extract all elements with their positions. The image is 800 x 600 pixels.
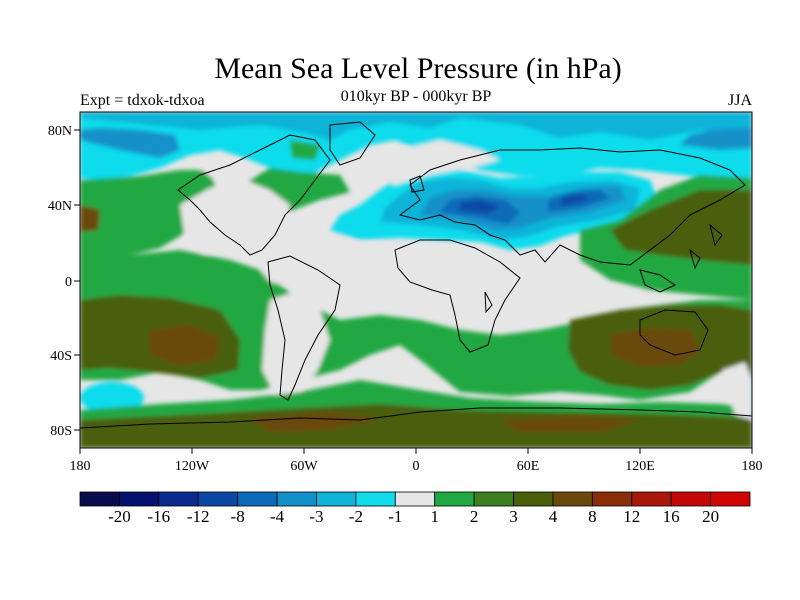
lon-tick-label: 180 [70,459,91,474]
colorbar-swatch [276,491,317,507]
coast-africa [394,239,521,353]
colorbar-swatch [591,491,633,507]
contour-north-pacific-green [80,170,220,258]
colorbar-swatch [513,491,554,507]
colorbar-label: -16 [147,507,170,526]
colorbar-swatch [434,491,475,507]
colorbar-label: -20 [108,507,131,526]
colorbar-swatch [473,491,514,507]
chart-subtitle: 010kyr BP - 000kyr BP [340,88,492,105]
colorbar-label: 20 [702,507,719,526]
lat-tick-label: 80S [50,424,72,439]
colorbar-swatch [394,491,436,507]
lon-tick-label: 180 [742,459,763,474]
coast-islands [409,175,723,314]
colorbar-swatch [237,491,278,507]
contour-se-pacific-cyan [80,382,144,414]
coast-australia [639,309,709,356]
colorbar-swatch [355,491,396,507]
contour-arctic-blue [80,128,752,158]
lat-tick-label: 80N [48,124,72,139]
colorbar-swatch [552,491,593,507]
colorbar-label: -3 [309,507,323,526]
latitude-ticks: 80N 40N 0 40S 80S [48,124,80,439]
lon-tick-label: 60E [517,459,540,474]
colorbar-label: -8 [231,507,245,526]
colorbar-label: -12 [187,507,210,526]
lon-tick-label: 60W [290,459,318,474]
contour-gray-tropical [260,240,590,320]
chart-title: Mean Sea Level Pressure (in hPa) [214,52,622,85]
coast-greenland [329,121,376,166]
contour-green-atlantic [290,140,430,300]
colorbar: -20 -16 -12 -8 -4 -3 -2 -1 1 2 3 4 8 12 16 20 [79,491,751,526]
lon-tick-label: 0 [413,459,420,474]
lon-tick-label: 120W [175,459,210,474]
contour-darkbrown-antarctic [250,412,640,432]
lat-tick-label: 0 [65,275,72,290]
longitude-ticks: 180 120W 60W 0 60E 120E 180 [70,448,763,474]
colorbar-label: -2 [349,507,363,526]
colorbar-label: 12 [623,507,640,526]
lat-tick-label: 40N [48,199,72,214]
colorbar-swatch [316,491,357,507]
lon-tick-label: 120E [625,459,655,474]
coast-antarctica [80,407,752,429]
contour-gray-southeast [722,362,752,420]
contour-arctic-teal [80,112,752,140]
colorbar-label: -4 [270,507,285,526]
colorbar-swatch [710,491,751,507]
contour-eurasia-core [458,194,590,214]
colorbar-label: 2 [470,507,479,526]
contour-gray-north-america [180,178,290,255]
colorbar-label: 1 [430,507,439,526]
colorbar-label: 8 [588,507,597,526]
colorbar-label: 3 [509,507,518,526]
pressure-field [80,112,752,448]
colorbar-label: 4 [549,507,558,526]
contour-darkbrown-pacific [80,205,700,366]
colorbar-swatch [670,491,711,507]
lat-tick-label: 40S [50,349,72,364]
coast-eurasia [398,147,746,266]
coastlines [80,121,752,429]
contour-brown-antarctic [80,404,752,448]
contour-brown-nw-pacific [610,190,752,265]
colorbar-swatch [119,491,160,507]
colorbar-swatch [79,491,120,507]
colorbar-swatch [158,491,199,507]
coast-north-america [177,134,331,256]
experiment-label: Expt = tdxok-tdxoa [80,92,205,109]
season-label: JJA [727,92,752,109]
colorbar-swatch [631,491,672,507]
colorbar-label: -1 [388,507,402,526]
colorbar-swatch [197,491,239,507]
colorbar-label: 16 [663,507,680,526]
coast-south-america [267,255,341,401]
